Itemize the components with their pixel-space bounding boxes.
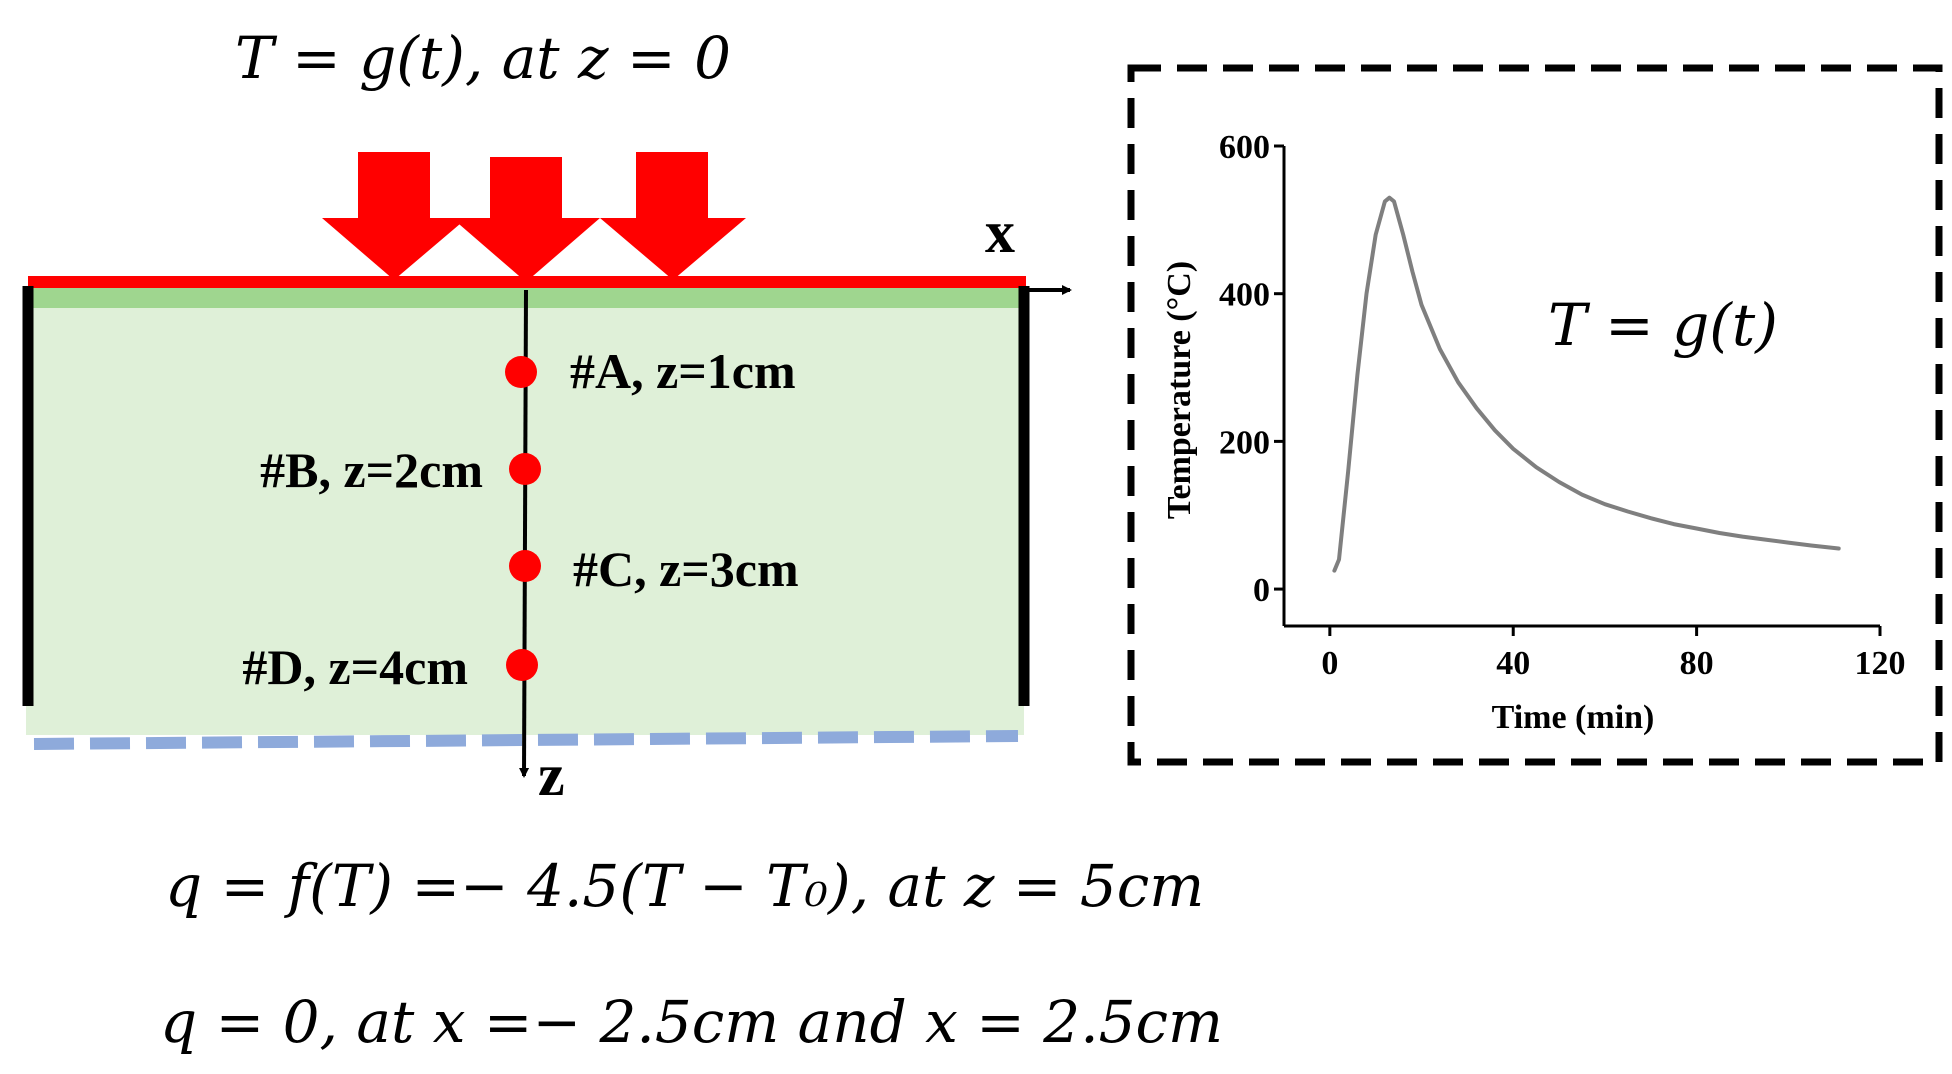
point-d-marker: [506, 649, 538, 681]
x-tick-label: 40: [1496, 645, 1530, 682]
y-tick-label: 400: [1219, 277, 1270, 314]
point-b-label: #B, z=2cm: [260, 442, 483, 498]
bottom-boundary-equation: q = f(T) =− 4.5(T − T₀), at z = 5cm: [165, 852, 1204, 920]
y-tick-label: 600: [1219, 129, 1270, 166]
chart-ticks: 0 40 80 120 0 200 400 600: [1219, 129, 1906, 682]
x-tick-label: 80: [1680, 645, 1714, 682]
heat-arrow-middle: [452, 157, 600, 282]
heat-arrow-left: [322, 152, 467, 280]
point-a-marker: [505, 356, 537, 388]
chart-frame: [1127, 64, 1943, 766]
top-boundary-equation: T = g(t), at z = 0: [235, 24, 731, 92]
heat-arrow-right: [600, 152, 746, 280]
x-tick-label: 0: [1321, 645, 1338, 682]
point-c-label: #C, z=3cm: [573, 541, 799, 597]
heat-flux-arrows: [322, 152, 746, 282]
chart-x-label: Time (min): [1492, 699, 1655, 736]
chart-y-label: Temperature (°C): [1161, 261, 1198, 519]
point-d-label: #D, z=4cm: [242, 639, 468, 695]
x-tick-label: 120: [1855, 645, 1906, 682]
temperature-chart: 0 40 80 120 0 200 400 600 Time (min) Temperatur…: [1161, 129, 1906, 736]
temperature-curve: [1332, 195, 1841, 573]
chart-equation: T = g(t): [1548, 291, 1778, 359]
y-tick-label: 200: [1219, 424, 1270, 461]
x-axis-label: x: [985, 199, 1015, 265]
point-a-label: #A, z=1cm: [570, 343, 796, 399]
z-axis-label: z: [538, 742, 565, 808]
y-tick-label: 0: [1253, 572, 1270, 609]
measurement-points: #A, z=1cm #B, z=2cm #C, z=3cm #D, z=4cm: [242, 343, 798, 695]
bottom-boundary-dash: [33, 730, 1019, 750]
point-b-marker: [509, 453, 541, 485]
point-c-marker: [509, 550, 541, 582]
side-boundary-equation: q = 0, at x =− 2.5cm and x = 2.5cm: [160, 988, 1223, 1056]
